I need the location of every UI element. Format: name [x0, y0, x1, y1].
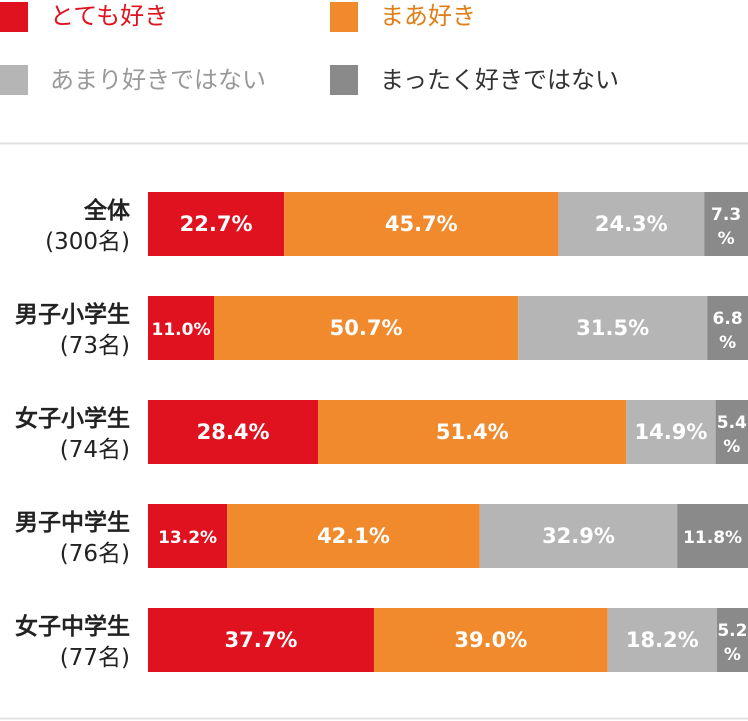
- legend-not-much-like-swatch: [0, 65, 28, 95]
- bar-segment-somewhat-like: [318, 400, 627, 464]
- data-label: 37.7%: [225, 628, 298, 652]
- bar-segment-very-like: [148, 192, 285, 256]
- data-label: 32.9%: [542, 524, 615, 548]
- data-label: 18.2%: [626, 628, 699, 652]
- data-label: 7.3%: [711, 205, 741, 249]
- bar-segment-somewhat-like: [373, 608, 608, 672]
- bar-segment-very-like: [148, 504, 228, 568]
- category-label: 女子中学生: [15, 613, 130, 640]
- data-label: 28.4%: [197, 420, 270, 444]
- bar-row-junior-high-boys: 男子中学生 (76名) 13.2% 42.1% 32.9% 11.8%: [15, 504, 748, 568]
- category-label: 女子小学生: [15, 405, 130, 432]
- data-label: 42.1%: [317, 524, 390, 548]
- bar-segment-somewhat-like: [227, 504, 480, 568]
- data-label: 22.7%: [180, 212, 253, 236]
- bar-segment-not-at-all-like: [677, 504, 748, 568]
- data-label: 51.4%: [436, 420, 509, 444]
- bar-segment-not-much-like: [607, 608, 717, 672]
- bar-segment-very-like: [148, 608, 374, 672]
- data-label: 11.8%: [683, 528, 742, 548]
- data-label: 45.7%: [385, 212, 458, 236]
- bar-segment-not-at-all-like: [715, 400, 748, 464]
- bar-segment-somewhat-like: [284, 192, 559, 256]
- bar-segment-not-much-like: [518, 296, 708, 360]
- data-label: 13.2%: [158, 528, 217, 548]
- legend-not-much-like-label: あまり好きではない: [50, 66, 266, 94]
- legend-not-at-all-like-label: まったく好きではない: [380, 66, 619, 94]
- category-count: (74名): [60, 437, 130, 463]
- category-count: (76名): [60, 541, 130, 567]
- legend-somewhat-like-label: まあ好き: [380, 2, 476, 30]
- data-label: 6.8%: [713, 309, 743, 353]
- bar-segment-not-at-all-like: [704, 192, 748, 256]
- data-label: 5.2%: [717, 621, 747, 665]
- bar-segment-not-at-all-like: [707, 296, 748, 360]
- category-count: (300名): [45, 229, 130, 255]
- legend-very-like-label: とても好き: [50, 2, 168, 30]
- bar-segment-not-much-like: [479, 504, 678, 568]
- legend-not-at-all-like-swatch: [330, 65, 358, 95]
- bar-row-elementary-girls: 女子小学生 (74名) 28.4% 51.4% 14.9% 5.4%: [15, 400, 748, 464]
- category-label: 男子中学生: [15, 509, 130, 536]
- data-label: 31.5%: [576, 316, 649, 340]
- bar-row-elementary-boys: 男子小学生 (73名) 11.0% 50.7% 31.5% 6.8%: [15, 296, 748, 360]
- legend-somewhat-like-swatch: [330, 2, 358, 32]
- category-count: (73名): [60, 333, 130, 359]
- category-label: 全体: [83, 197, 131, 224]
- bar-segment-very-like: [148, 296, 214, 360]
- bar-row-all: 全体 (300名) 22.7% 45.7% 24.3% 7.3%: [45, 192, 748, 256]
- legend-very-like-swatch: [0, 2, 28, 32]
- data-label: 14.9%: [635, 420, 708, 444]
- data-label: 24.3%: [595, 212, 668, 236]
- bar-segment-not-at-all-like: [716, 608, 748, 672]
- data-label: 11.0%: [152, 320, 211, 340]
- data-label: 5.4%: [717, 413, 747, 457]
- data-label: 39.0%: [454, 628, 527, 652]
- data-label: 50.7%: [330, 316, 403, 340]
- bar-segment-not-much-like: [558, 192, 705, 256]
- category-count: (77名): [60, 645, 130, 671]
- bar-segment-very-like: [148, 400, 319, 464]
- bar-segment-somewhat-like: [214, 296, 519, 360]
- bar-row-junior-high-girls: 女子中学生 (77名) 37.7% 39.0% 18.2% 5.2%: [15, 608, 748, 672]
- bar-segment-not-much-like: [626, 400, 716, 464]
- category-label: 男子小学生: [15, 301, 130, 328]
